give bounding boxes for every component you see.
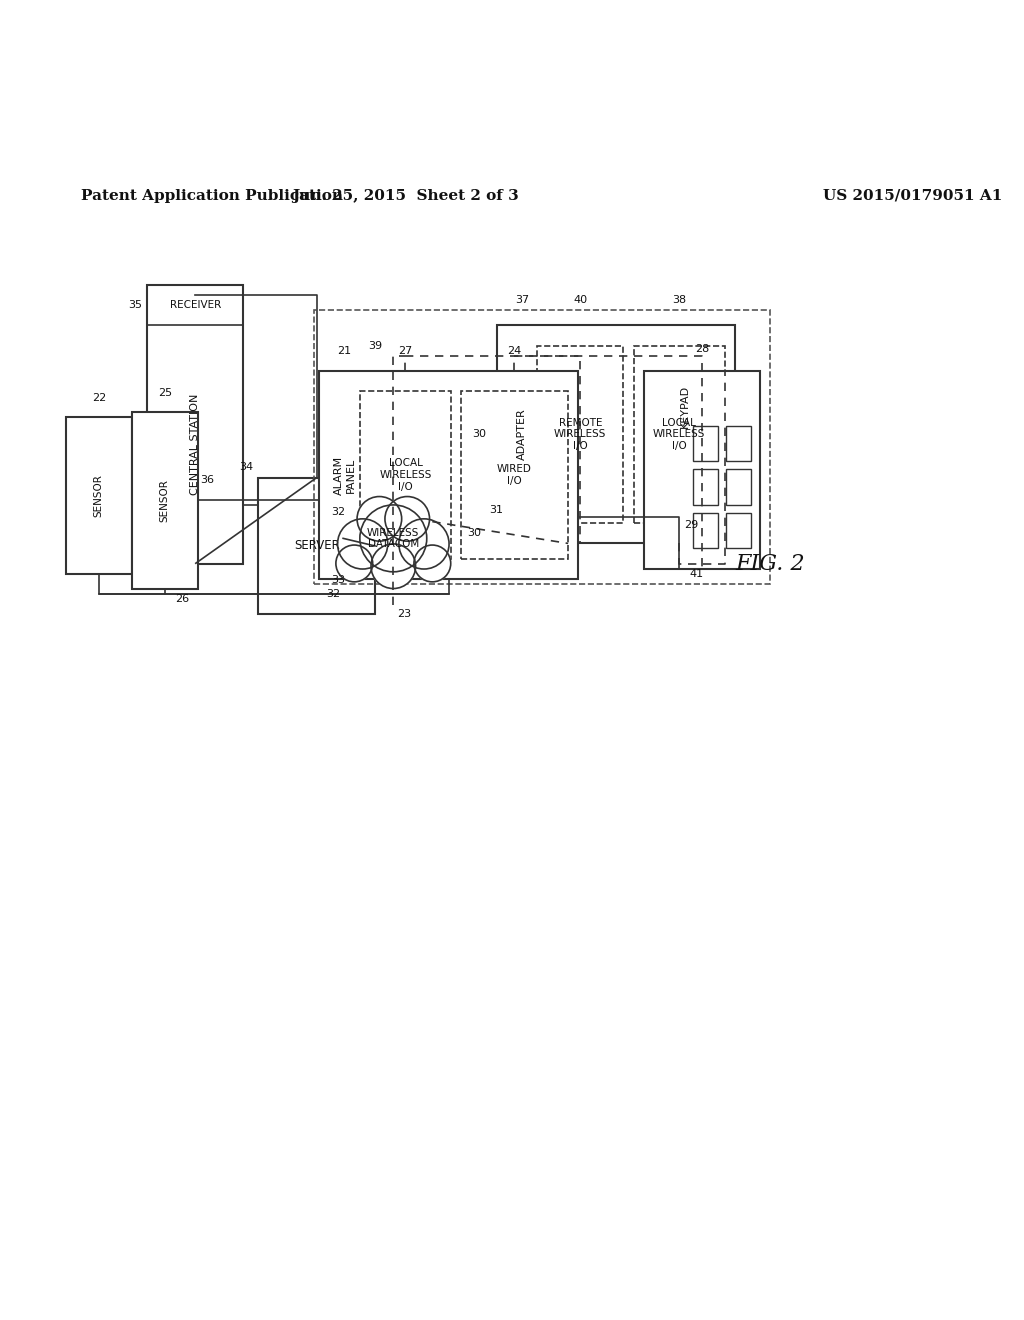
Bar [692,426,718,461]
Text: FIG. 2: FIG. 2 [735,553,805,574]
Bar [258,478,375,614]
Text: 25: 25 [158,388,172,399]
Text: 31: 31 [489,506,504,516]
Text: 30: 30 [472,429,486,440]
Text: SENSOR: SENSOR [160,479,170,521]
Circle shape [399,519,450,569]
Text: RECEIVER: RECEIVER [170,300,221,310]
Bar [644,371,760,569]
Bar [314,310,770,583]
Circle shape [414,545,451,582]
Text: 32: 32 [331,507,345,516]
Text: KEYPAD: KEYPAD [680,385,689,428]
Text: REMOTE
WIRELESS
I/O: REMOTE WIRELESS I/O [554,418,606,451]
Bar [497,326,735,544]
Text: SERVER: SERVER [294,540,340,553]
Text: 34: 34 [240,462,253,473]
Text: Jun. 25, 2015  Sheet 2 of 3: Jun. 25, 2015 Sheet 2 of 3 [292,189,519,203]
Text: 21: 21 [338,346,351,356]
Text: 33: 33 [331,576,345,585]
Bar [726,513,752,549]
Text: 22: 22 [92,393,105,404]
Text: CENTRAL STATION: CENTRAL STATION [190,393,200,495]
Text: 40: 40 [573,296,588,305]
Text: WIRED
I/O: WIRED I/O [497,465,531,486]
Circle shape [336,545,373,582]
Text: 23: 23 [397,610,411,619]
Text: LOCAL
WIRELESS
I/O: LOCAL WIRELESS I/O [653,418,706,451]
Bar [359,391,452,558]
Text: WIRELESS
DATACOM: WIRELESS DATACOM [368,528,420,549]
Text: ADAPTER: ADAPTER [517,409,527,461]
Text: 38: 38 [672,296,686,305]
Text: 28: 28 [695,343,709,354]
Text: 24: 24 [507,346,521,356]
Text: 26: 26 [175,594,189,605]
Text: SENSOR: SENSOR [94,474,103,516]
Text: 27: 27 [398,346,413,356]
Text: 37: 37 [515,296,529,305]
Circle shape [359,506,427,572]
Bar [132,412,198,589]
Text: 39: 39 [368,341,382,351]
Text: 30: 30 [468,528,481,539]
Bar [634,346,725,523]
Bar [319,371,578,579]
Circle shape [385,496,429,541]
Text: 32: 32 [327,589,341,599]
Text: 35: 35 [128,300,142,310]
Circle shape [371,544,416,589]
Text: Patent Application Publication: Patent Application Publication [81,189,343,203]
Bar [726,470,752,506]
Circle shape [338,519,388,569]
Bar [461,391,567,558]
Bar [726,426,752,461]
Text: 29: 29 [684,520,698,531]
Bar [692,470,718,506]
Bar [692,513,718,549]
Bar [147,285,244,564]
Text: ALARM
PANEL: ALARM PANEL [334,455,355,495]
Text: US 2015/0179051 A1: US 2015/0179051 A1 [822,189,1002,203]
Text: 41: 41 [689,569,703,579]
Bar [66,417,132,574]
Circle shape [357,496,401,541]
Text: 36: 36 [200,475,214,486]
Text: LOCAL
WIRELESS
I/O: LOCAL WIRELESS I/O [379,458,432,491]
Bar [538,346,624,523]
